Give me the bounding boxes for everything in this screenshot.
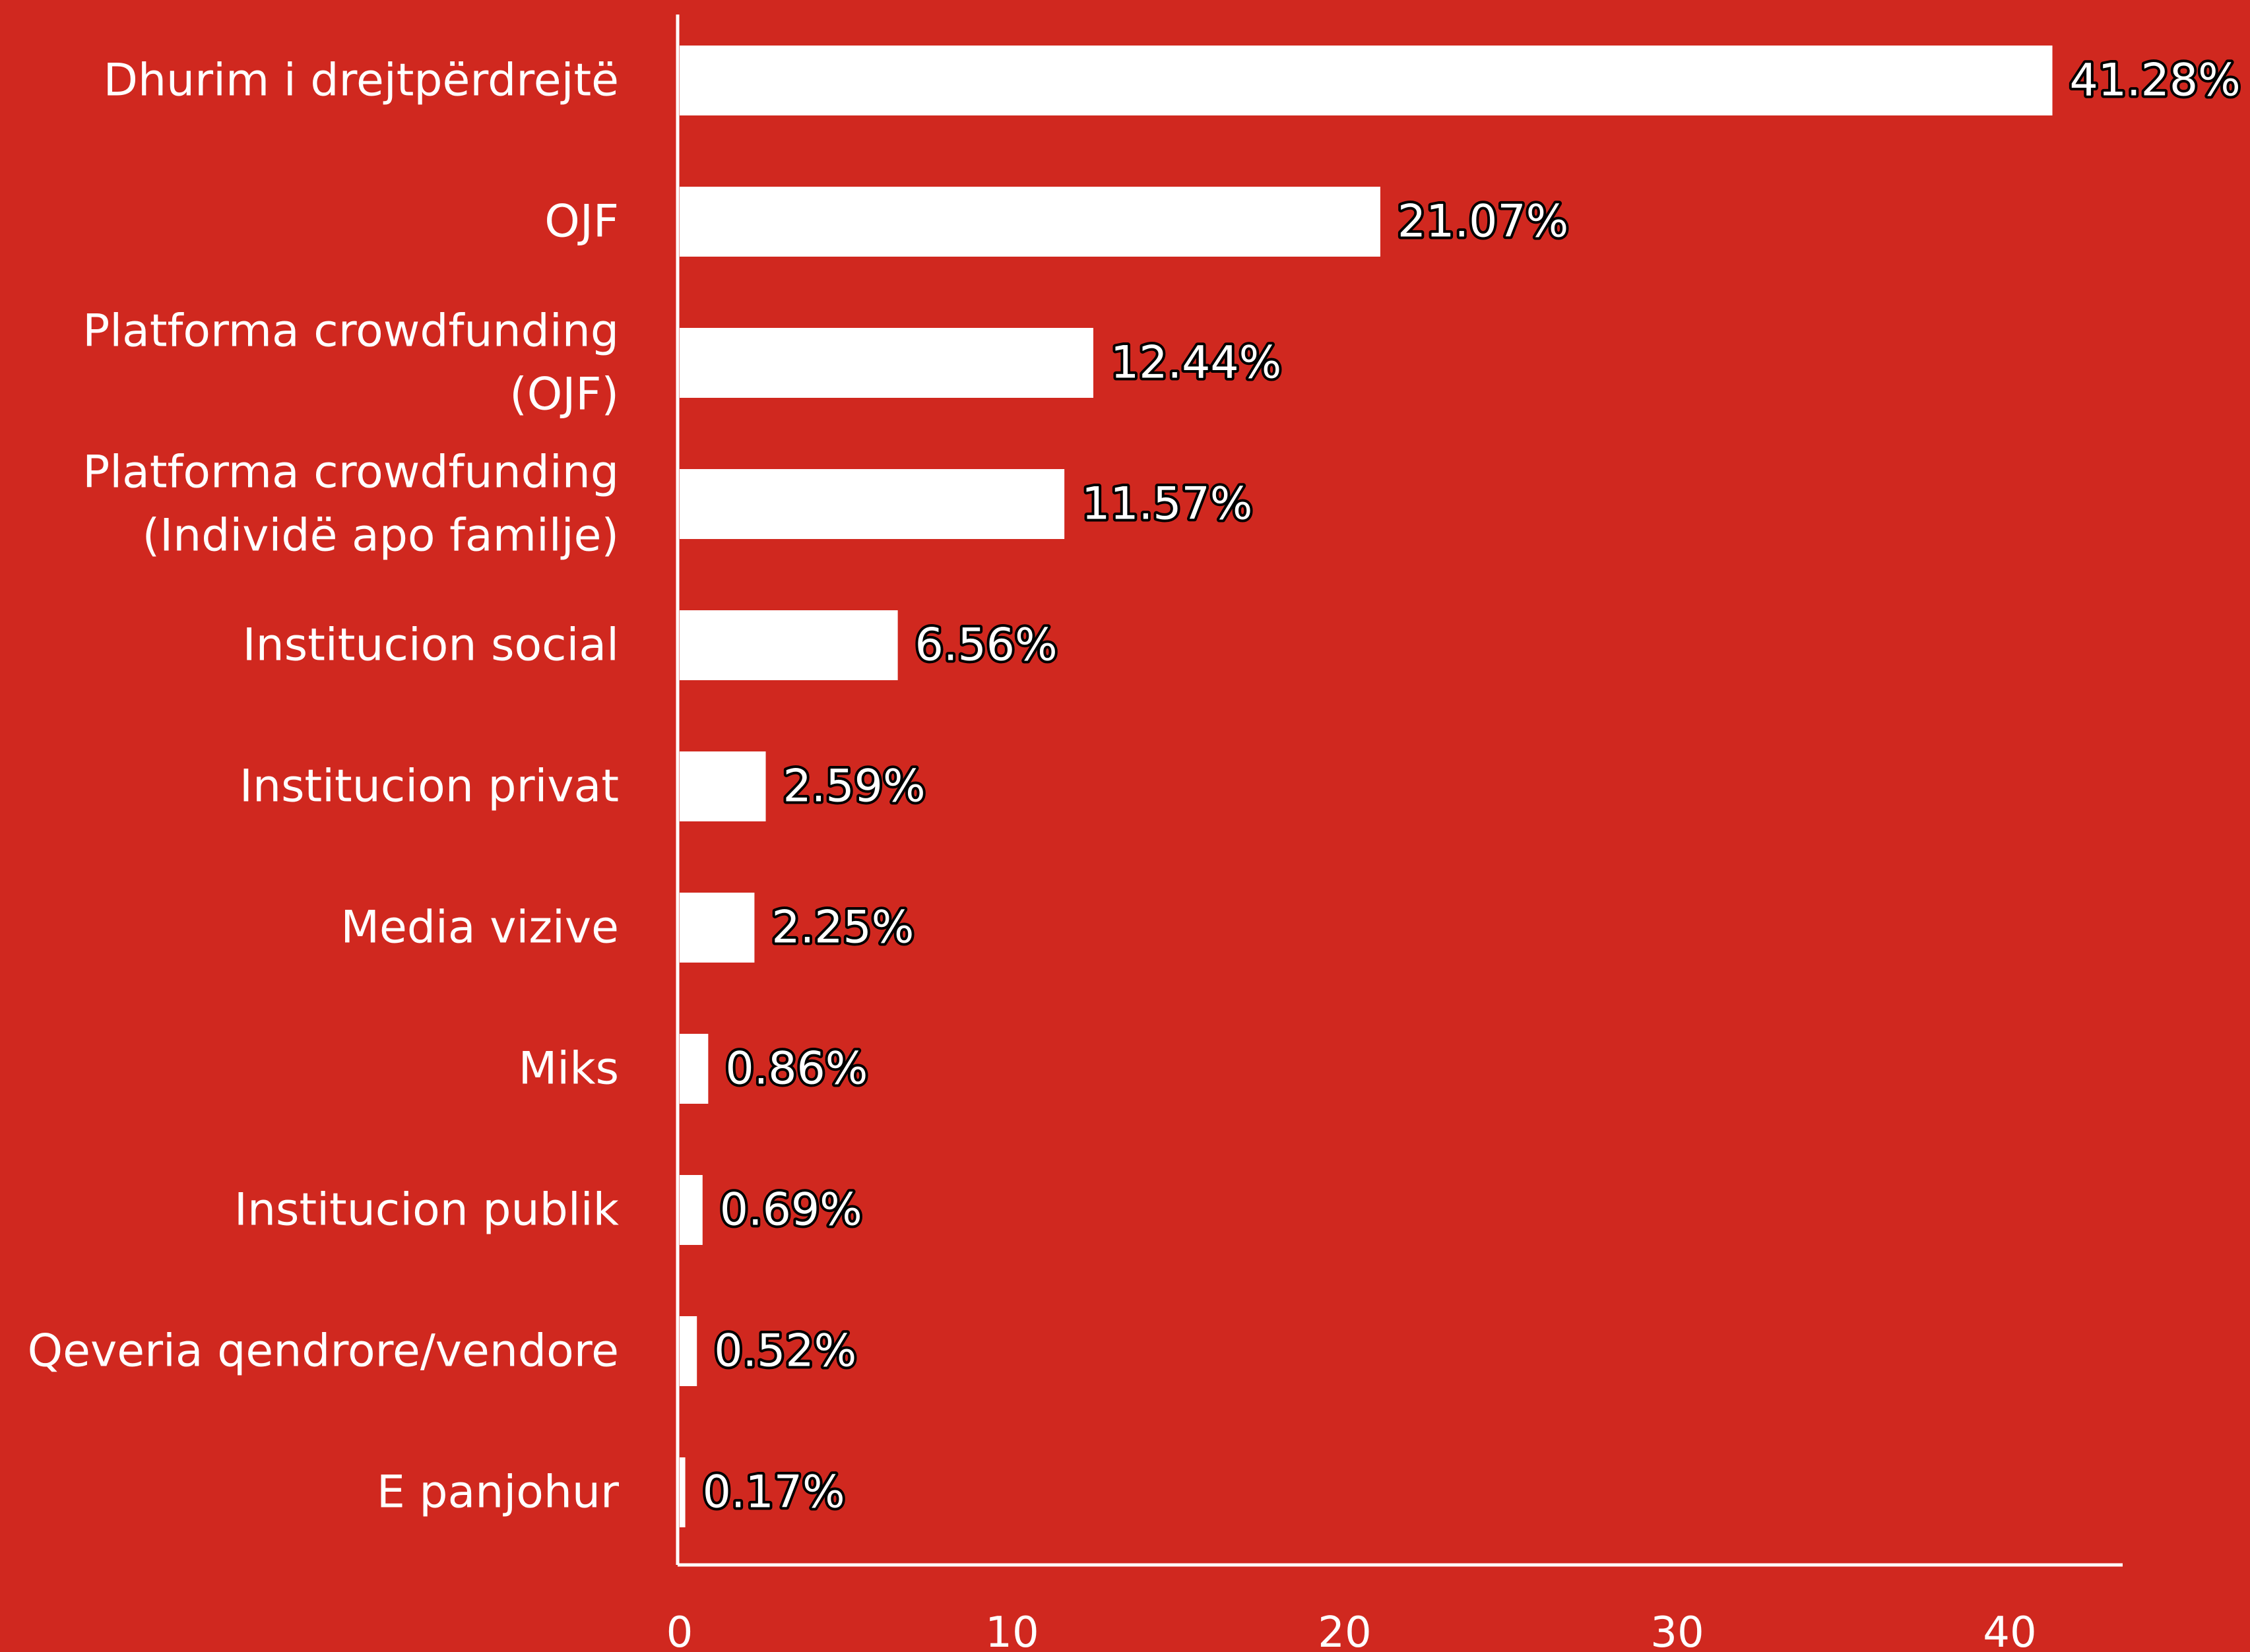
bar	[680, 187, 1380, 257]
bar	[680, 46, 2053, 115]
category-label-line: Platforma crowdfunding	[82, 447, 619, 499]
category-label: Platforma crowdfunding (Individë apo fami…	[82, 447, 619, 562]
category-label: OJF	[544, 196, 619, 248]
data-label: 2.59%	[783, 761, 926, 813]
category-label-line: Institucion privat	[240, 761, 619, 813]
category-label: Platforma crowdfunding (OJF)	[82, 305, 619, 421]
data-label: 0.52%	[714, 1325, 856, 1378]
category-label-line: Institucion social	[243, 620, 619, 672]
category-label: Dhurim i drejtpërdrejtë	[104, 55, 619, 107]
data-label: 0.17%	[703, 1467, 845, 1519]
bar	[680, 1457, 686, 1527]
category-label: E panjohur	[377, 1467, 619, 1519]
data-label: 41.28%	[2070, 55, 2241, 107]
category-label-line: Media vizive	[340, 902, 619, 954]
x-tick-label: 40	[1983, 1608, 2036, 1652]
category-label: Institucion publik	[234, 1184, 620, 1236]
category-label: Miks	[519, 1043, 619, 1095]
category-label: Qeveria qendrore/vendore	[28, 1325, 619, 1378]
category-label-line: Dhurim i drejtpërdrejtë	[104, 55, 619, 107]
data-label: 6.56%	[915, 620, 1058, 672]
data-label: 11.57%	[1081, 478, 1252, 530]
x-tick-label: 10	[985, 1608, 1039, 1652]
x-tick-label: 20	[1318, 1608, 1371, 1652]
category-label-line: (OJF)	[509, 369, 619, 421]
category-label-line: Miks	[519, 1043, 619, 1095]
category-label-line: OJF	[544, 196, 619, 248]
bar	[680, 1316, 697, 1386]
bar	[680, 893, 755, 963]
bar	[680, 751, 766, 821]
bar	[680, 1175, 703, 1245]
data-label: 0.86%	[725, 1043, 868, 1095]
category-label: Media vizive	[340, 902, 619, 954]
category-label: Institucion privat	[240, 761, 619, 813]
category-label: Institucion social	[243, 620, 619, 672]
bar	[680, 469, 1065, 539]
bar	[680, 328, 1093, 398]
category-label-line: (Individë apo familje)	[143, 510, 619, 562]
data-label: 21.07%	[1398, 196, 1568, 248]
bar	[680, 610, 898, 680]
data-label: 12.44%	[1110, 337, 1281, 389]
data-label: 0.69%	[720, 1184, 862, 1236]
category-label-line: Qeveria qendrore/vendore	[28, 1325, 619, 1378]
category-label-line: Institucion publik	[234, 1184, 620, 1236]
x-tick-label: 30	[1650, 1608, 1704, 1652]
bar	[680, 1034, 709, 1104]
category-label-line: E panjohur	[377, 1467, 619, 1519]
category-label-line: Platforma crowdfunding	[82, 305, 619, 358]
data-label: 2.25%	[771, 902, 914, 954]
x-tick-label: 0	[666, 1608, 693, 1652]
